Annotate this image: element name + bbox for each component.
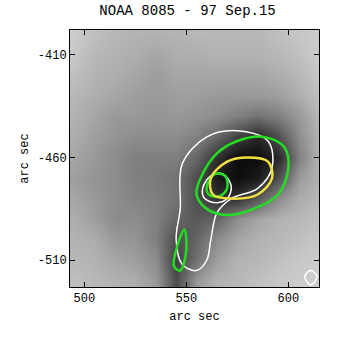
svg-text:NOAA 8085 - 97 Sep.15: NOAA 8085 - 97 Sep.15 bbox=[99, 3, 275, 19]
svg-text:-510: -510 bbox=[38, 254, 67, 268]
svg-text:600: 600 bbox=[278, 292, 300, 306]
svg-text:500: 500 bbox=[73, 292, 95, 306]
svg-text:550: 550 bbox=[176, 292, 198, 306]
svg-text:arc sec: arc sec bbox=[18, 133, 32, 183]
svg-text:arc sec: arc sec bbox=[169, 310, 219, 324]
svg-text:-410: -410 bbox=[38, 49, 67, 63]
svg-text:-460: -460 bbox=[38, 152, 67, 166]
